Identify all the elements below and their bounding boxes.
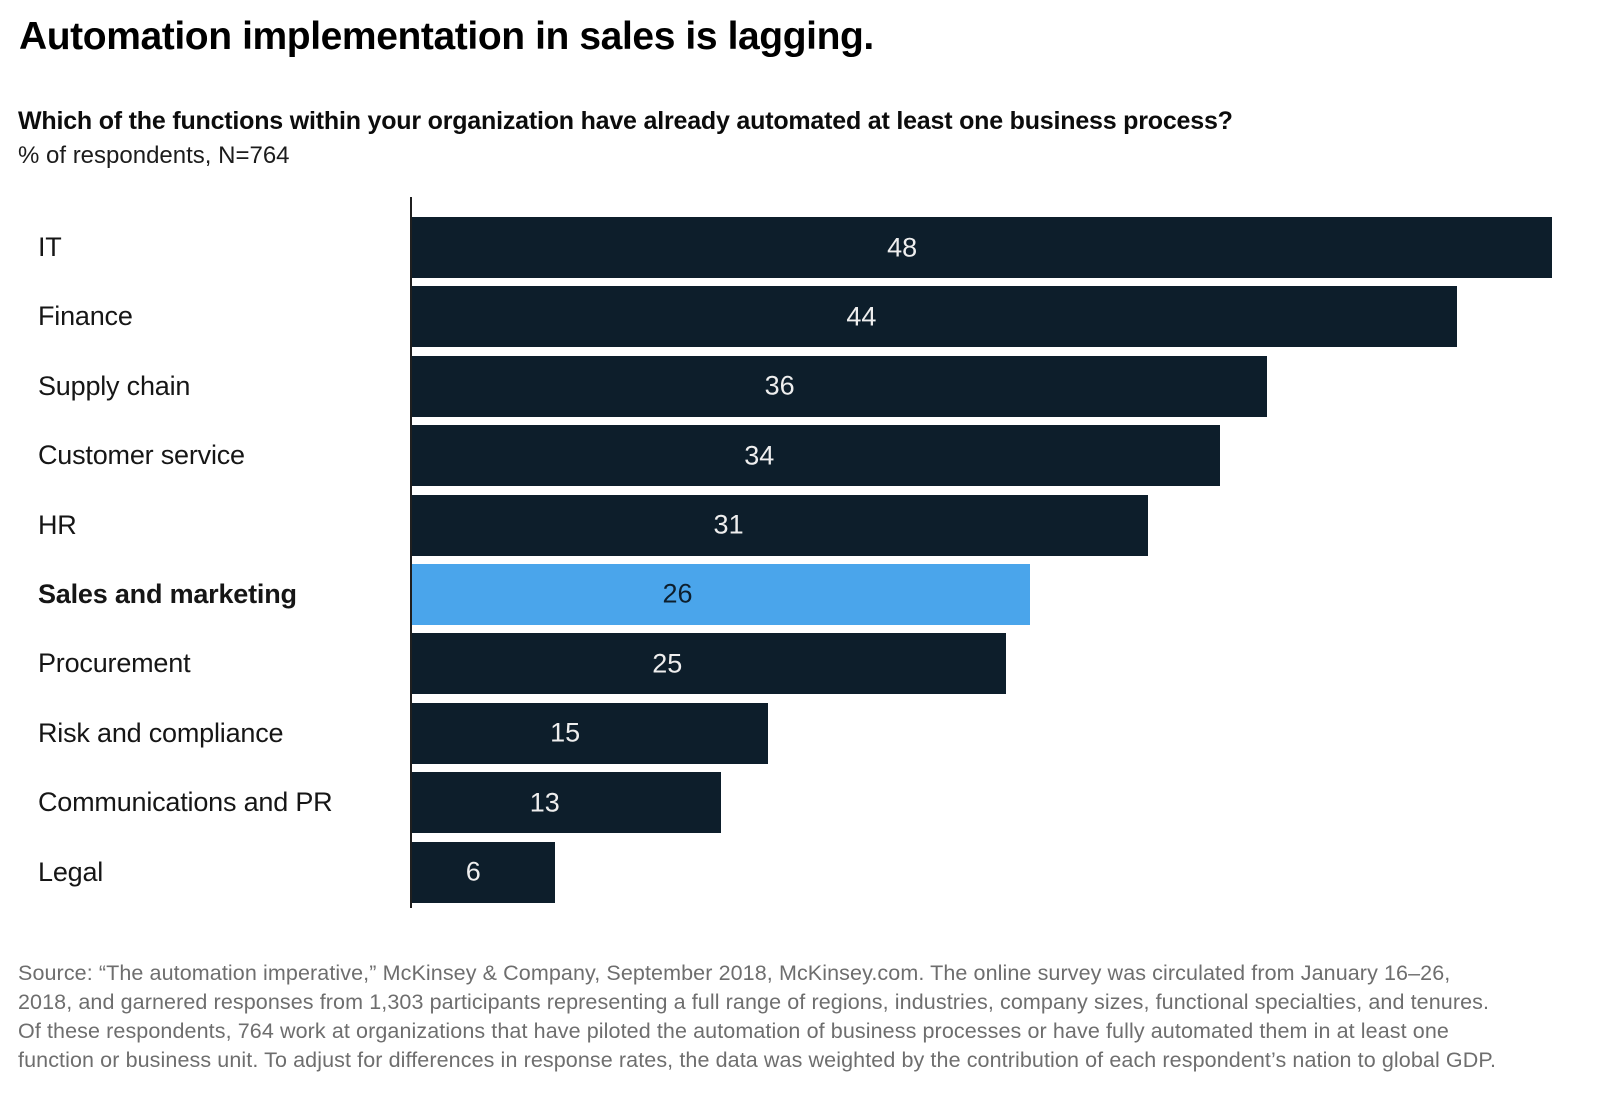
chart-row: Sales and marketing 26: [0, 563, 1600, 625]
value-label: 34: [744, 440, 775, 471]
chart-row: Legal 6: [0, 841, 1600, 903]
value-label: 48: [887, 232, 918, 262]
chart-rows: IT 48 Finance 44 Supply chain 36 Custome…: [0, 217, 1600, 911]
value-label: 44: [846, 301, 877, 332]
value-label: 13: [529, 787, 560, 818]
y-axis-line: [410, 197, 412, 908]
category-label: Communications and PR: [38, 787, 333, 818]
value-label: 15: [550, 717, 581, 748]
category-label: HR: [38, 509, 77, 540]
category-label: Finance: [38, 301, 133, 332]
bar: 44: [412, 286, 1457, 348]
chart-row: Customer service 34: [0, 425, 1600, 487]
chart-row: Communications and PR 13: [0, 772, 1600, 834]
category-label: Sales and marketing: [38, 578, 297, 609]
chart-row: Risk and compliance 15: [0, 702, 1600, 764]
value-label: 31: [713, 509, 744, 540]
value-label: 6: [465, 856, 481, 887]
category-label: IT: [38, 232, 62, 262]
chart-row: Supply chain 36: [0, 355, 1600, 417]
bar: 6: [412, 841, 555, 903]
chart-row: IT 48: [0, 217, 1600, 278]
chart-question: Which of the functions within your organ…: [18, 107, 1233, 135]
chart-unit-label: % of respondents, N=764: [18, 142, 290, 169]
bar-chart: IT 48 Finance 44 Supply chain 36 Custome…: [0, 197, 1600, 912]
chart-row: HR 31: [0, 494, 1600, 556]
bar: 31: [412, 494, 1149, 556]
category-label: Supply chain: [38, 370, 191, 401]
category-label: Legal: [38, 856, 104, 887]
bar: 13: [412, 772, 721, 834]
bar: 25: [412, 633, 1006, 695]
chart-row: Finance 44: [0, 286, 1600, 348]
value-label: 25: [652, 648, 683, 679]
category-label: Risk and compliance: [38, 717, 284, 748]
bar: 34: [412, 425, 1220, 487]
value-label: 26: [662, 578, 693, 609]
bar: 15: [412, 702, 769, 764]
category-label: Customer service: [38, 440, 245, 471]
chart-row: Procurement 25: [0, 633, 1600, 695]
bar: 36: [412, 355, 1267, 417]
category-label: Procurement: [38, 648, 191, 679]
bar: 48: [412, 217, 1552, 278]
bar: 26: [412, 563, 1030, 625]
page-title: Automation implementation in sales is la…: [19, 15, 874, 58]
value-label: 36: [764, 370, 795, 401]
source-note: Source: “The automation imperative,” McK…: [18, 961, 1497, 1072]
